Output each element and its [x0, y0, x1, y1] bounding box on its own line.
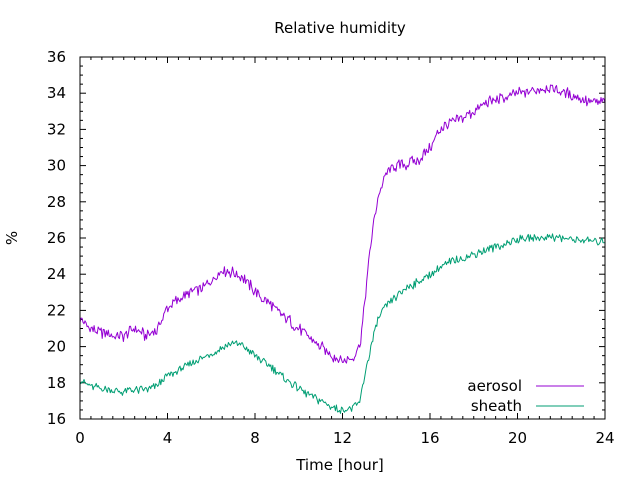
x-tick-label: 8: [250, 429, 260, 447]
y-axis-title: %: [3, 231, 21, 245]
plot-frame: [79, 56, 606, 420]
legend-label-sheath: sheath: [471, 397, 522, 415]
y-tick-label: 32: [47, 120, 66, 138]
y-tick-label: 22: [47, 301, 66, 319]
x-tick-label: 12: [333, 429, 352, 447]
x-tick-label: 20: [508, 429, 527, 447]
x-tick-label: 4: [163, 429, 173, 447]
x-tick-label: 16: [420, 429, 439, 447]
y-tick-label: 18: [47, 374, 66, 392]
y-tick-label: 16: [47, 410, 66, 428]
legend-label-aerosol: aerosol: [467, 377, 522, 395]
x-axis-title: Time [hour]: [295, 456, 384, 474]
axes: 16 18 20 22 24 26 28 30 32 34 36 0 4 8 12 16 20 24: [47, 48, 615, 447]
chart-title: Relative humidity: [274, 19, 406, 37]
x-tick-label: 24: [595, 429, 614, 447]
x-tick-label: 0: [75, 429, 85, 447]
series-line-sheath: [79, 233, 605, 414]
y-tick-label: 26: [47, 229, 66, 247]
y-tick-label: 28: [47, 193, 66, 211]
series-line-aerosol: [79, 84, 606, 364]
legend: aerosol sheath: [467, 377, 584, 415]
y-tick-label: 36: [47, 48, 66, 66]
plot-area: [79, 84, 606, 414]
y-tick-label: 34: [47, 84, 66, 102]
y-tick-label: 20: [47, 338, 66, 356]
y-tick-label: 30: [47, 157, 66, 175]
y-tick-label: 24: [47, 265, 66, 283]
